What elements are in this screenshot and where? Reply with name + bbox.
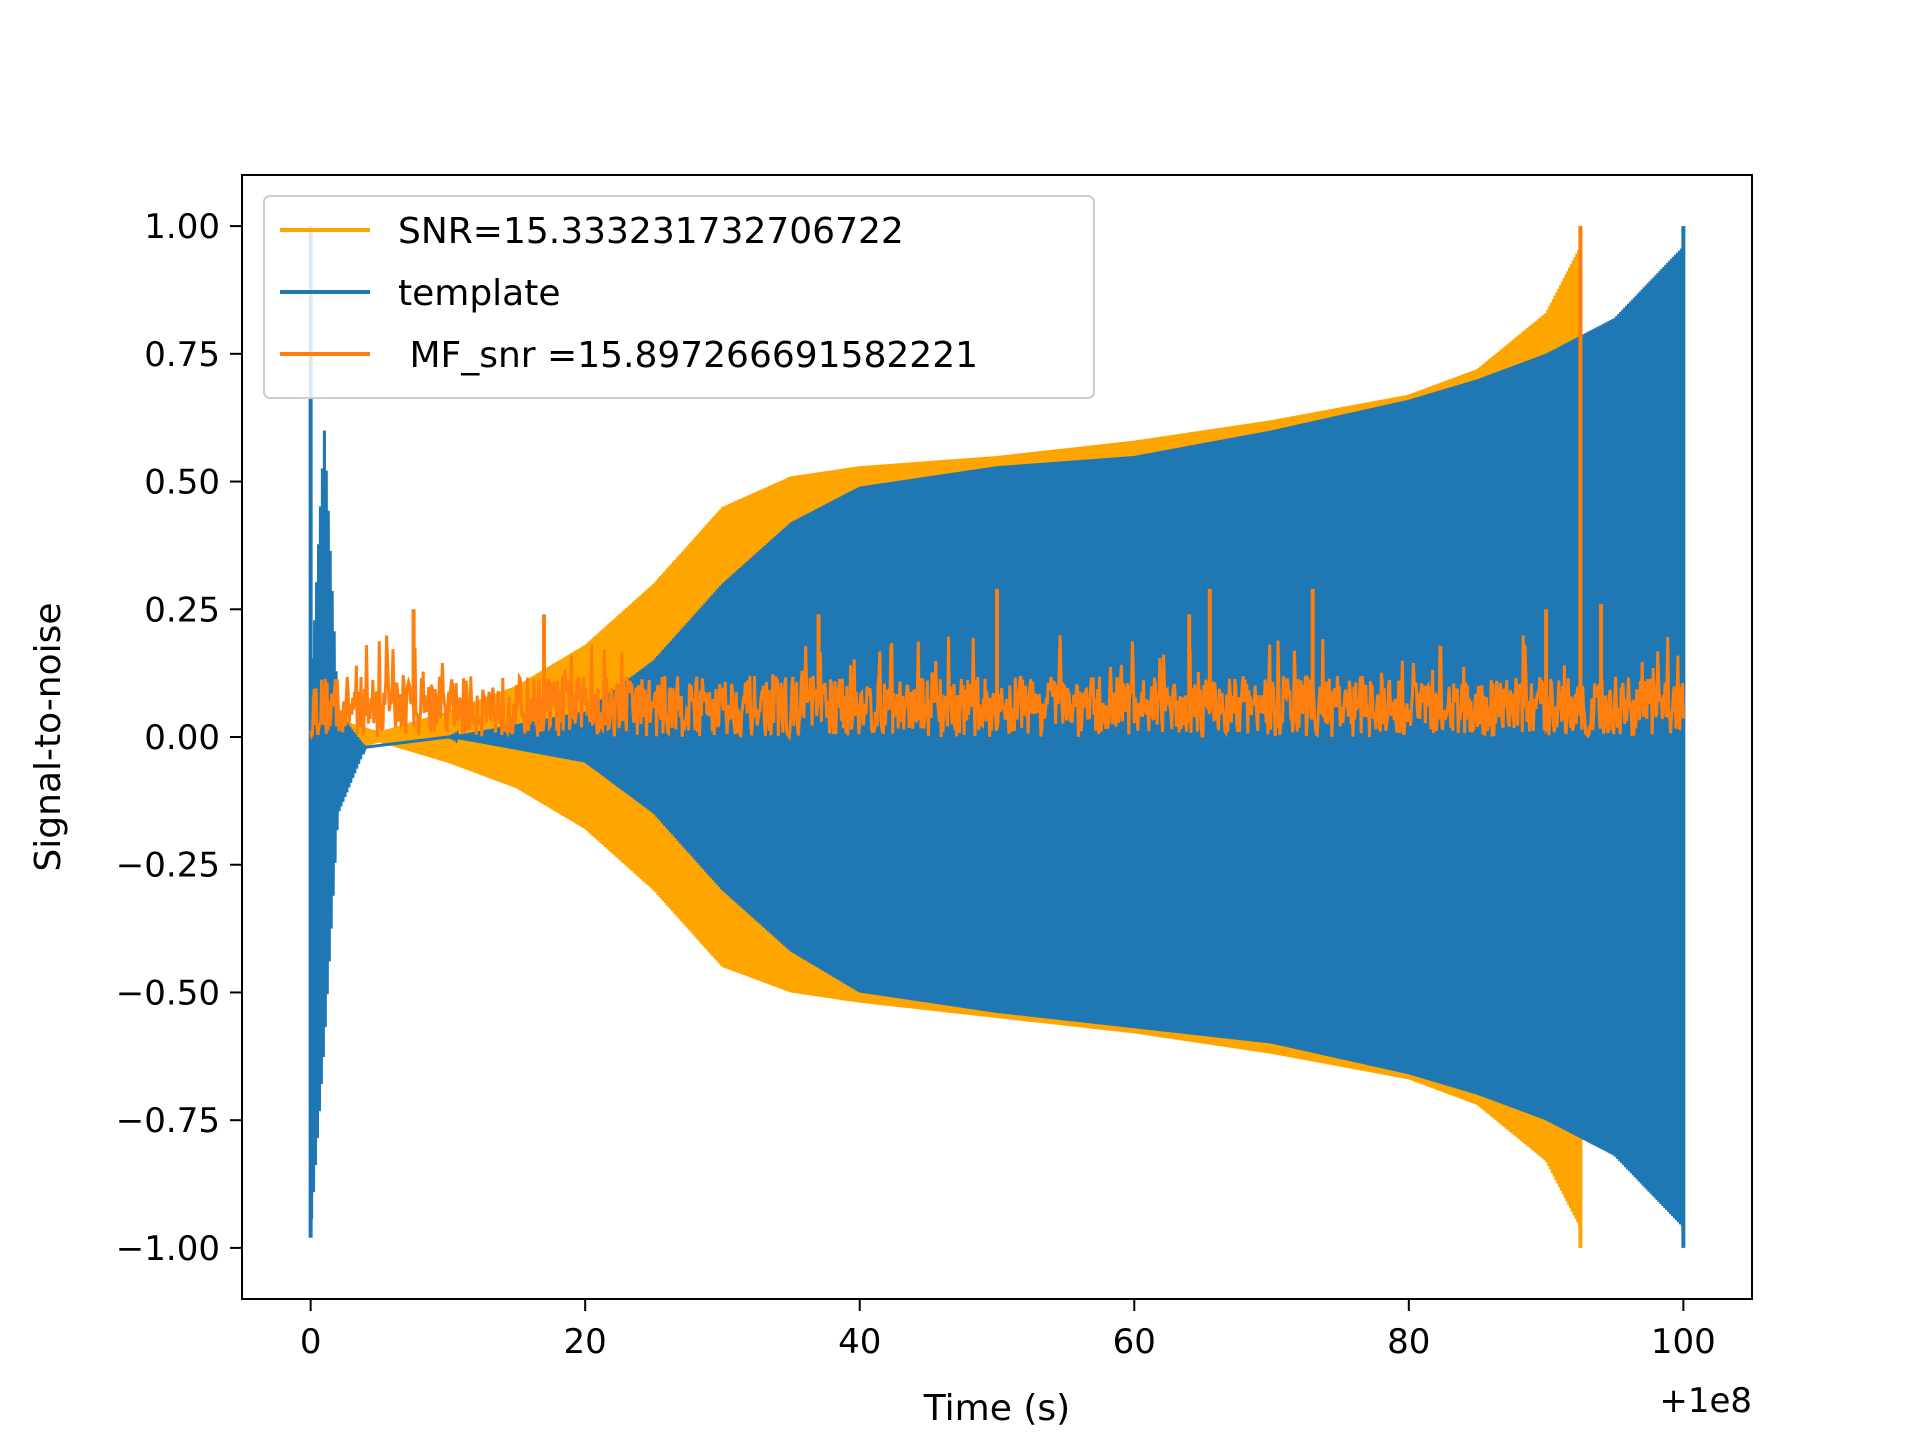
y-tick-label: −0.75 [116, 1101, 220, 1141]
x-tick-label: 80 [1387, 1322, 1430, 1362]
x-tick-label: 40 [838, 1322, 881, 1362]
series-layer [308, 226, 1686, 1248]
y-tick-label: 0.25 [144, 590, 220, 630]
y-axis: 1.00 0.75 0.50 0.25 0.00 −0.25 −0.50 −0.75 −1.00 [116, 207, 242, 1269]
x-axis-offset-label: +1e8 [1659, 1381, 1752, 1421]
legend-entry: template [398, 273, 561, 314]
x-tick-label: 0 [300, 1322, 322, 1362]
y-tick-label: 0.75 [144, 335, 220, 375]
y-tick-label: −1.00 [116, 1229, 220, 1269]
y-tick-label: 1.00 [144, 207, 220, 247]
series-line [309, 246, 1685, 1227]
series-line [309, 635, 1685, 741]
x-axis: 0 20 40 60 80 100 [300, 1299, 1716, 1362]
y-tick-label: −0.25 [116, 846, 220, 886]
x-tick-label: 20 [564, 1322, 607, 1362]
legend-entry: MF_snr =15.897266691582221 [398, 335, 978, 376]
x-axis-title: Time (s) [923, 1388, 1070, 1429]
series-2 [308, 226, 1686, 1248]
y-tick-label: −0.50 [116, 973, 220, 1013]
series-3 [309, 226, 1685, 741]
legend-frame [263, 195, 1095, 399]
y-tick-label: 0.00 [144, 718, 220, 758]
y-axis-title: Signal-to-noise [28, 602, 69, 871]
legend: SNR=15.333231732706722 template MF_snr =1… [263, 195, 1095, 399]
x-tick-label: 100 [1651, 1322, 1716, 1362]
legend-entry: SNR=15.333231732706722 [398, 211, 904, 252]
x-tick-label: 60 [1113, 1322, 1156, 1362]
y-tick-label: 0.50 [144, 463, 220, 503]
